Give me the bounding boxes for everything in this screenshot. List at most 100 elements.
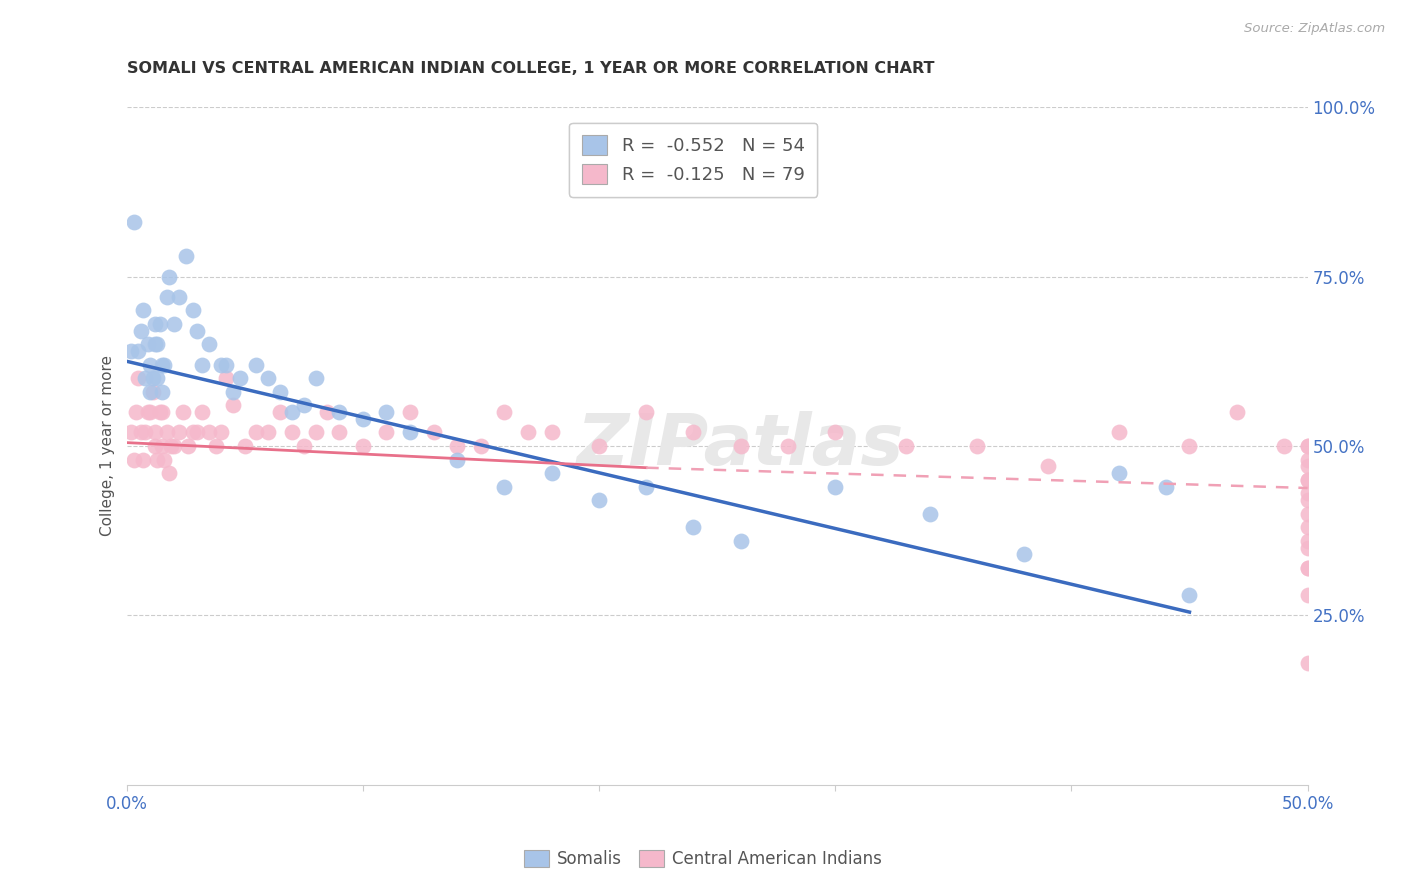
- Point: [181, 425, 204, 440]
- Point: [153, 452, 176, 467]
- Point: [136, 405, 159, 419]
- Point: [143, 317, 166, 331]
- Point: [134, 371, 156, 385]
- Point: [149, 405, 172, 419]
- Point: [150, 384, 173, 399]
- Point: [127, 344, 149, 359]
- Point: [682, 425, 704, 440]
- Point: [257, 371, 280, 385]
- Point: [134, 425, 156, 440]
- Point: [198, 425, 221, 440]
- Point: [167, 290, 190, 304]
- Point: [352, 439, 374, 453]
- Point: [1296, 656, 1319, 670]
- Point: [316, 405, 339, 419]
- Point: [215, 358, 238, 372]
- Point: [1296, 459, 1319, 474]
- Point: [153, 358, 176, 372]
- Point: [1108, 425, 1130, 440]
- Point: [150, 439, 173, 453]
- Point: [824, 480, 846, 494]
- Point: [494, 405, 516, 419]
- Point: [122, 215, 145, 229]
- Point: [233, 439, 256, 453]
- Point: [1296, 473, 1319, 487]
- Point: [257, 425, 280, 440]
- Text: Source: ZipAtlas.com: Source: ZipAtlas.com: [1244, 22, 1385, 36]
- Point: [222, 398, 245, 412]
- Point: [120, 425, 142, 440]
- Point: [150, 358, 173, 372]
- Point: [146, 337, 169, 351]
- Point: [375, 425, 398, 440]
- Point: [1178, 439, 1201, 453]
- Point: [191, 405, 214, 419]
- Point: [375, 405, 398, 419]
- Point: [143, 337, 166, 351]
- Point: [682, 520, 704, 534]
- Point: [191, 358, 214, 372]
- Point: [269, 405, 291, 419]
- Point: [139, 358, 162, 372]
- Point: [139, 405, 162, 419]
- Point: [494, 480, 516, 494]
- Point: [143, 425, 166, 440]
- Point: [470, 439, 492, 453]
- Point: [1296, 520, 1319, 534]
- Point: [1296, 507, 1319, 521]
- Point: [146, 371, 169, 385]
- Point: [730, 533, 752, 548]
- Point: [304, 371, 326, 385]
- Point: [894, 439, 917, 453]
- Point: [141, 384, 163, 399]
- Point: [1296, 452, 1319, 467]
- Point: [1296, 588, 1319, 602]
- Point: [1178, 588, 1201, 602]
- Point: [132, 303, 155, 318]
- Point: [281, 425, 304, 440]
- Point: [163, 439, 186, 453]
- Point: [1296, 533, 1319, 548]
- Point: [1296, 541, 1319, 555]
- Text: ZIPatlas: ZIPatlas: [576, 411, 904, 481]
- Point: [125, 405, 148, 419]
- Point: [156, 290, 179, 304]
- Legend: R =  -0.552   N = 54, R =  -0.125   N = 79: R = -0.552 N = 54, R = -0.125 N = 79: [569, 123, 817, 197]
- Point: [198, 337, 221, 351]
- Point: [177, 439, 200, 453]
- Point: [1036, 459, 1059, 474]
- Point: [1296, 561, 1319, 575]
- Point: [186, 425, 208, 440]
- Point: [146, 452, 169, 467]
- Point: [966, 439, 988, 453]
- Point: [1272, 439, 1295, 453]
- Point: [517, 425, 540, 440]
- Legend: Somalis, Central American Indians: Somalis, Central American Indians: [517, 843, 889, 875]
- Point: [328, 405, 350, 419]
- Point: [292, 398, 315, 412]
- Point: [129, 425, 152, 440]
- Point: [136, 337, 159, 351]
- Point: [352, 412, 374, 426]
- Point: [181, 303, 204, 318]
- Point: [127, 371, 149, 385]
- Point: [245, 425, 267, 440]
- Point: [160, 439, 183, 453]
- Point: [540, 425, 562, 440]
- Point: [1154, 480, 1177, 494]
- Point: [776, 439, 799, 453]
- Point: [129, 324, 152, 338]
- Point: [1108, 466, 1130, 480]
- Point: [174, 249, 197, 263]
- Point: [156, 425, 179, 440]
- Point: [120, 344, 142, 359]
- Point: [1296, 439, 1319, 453]
- Point: [918, 507, 941, 521]
- Point: [588, 439, 610, 453]
- Point: [157, 269, 180, 284]
- Point: [122, 452, 145, 467]
- Point: [399, 425, 422, 440]
- Point: [730, 439, 752, 453]
- Point: [167, 425, 190, 440]
- Point: [143, 439, 166, 453]
